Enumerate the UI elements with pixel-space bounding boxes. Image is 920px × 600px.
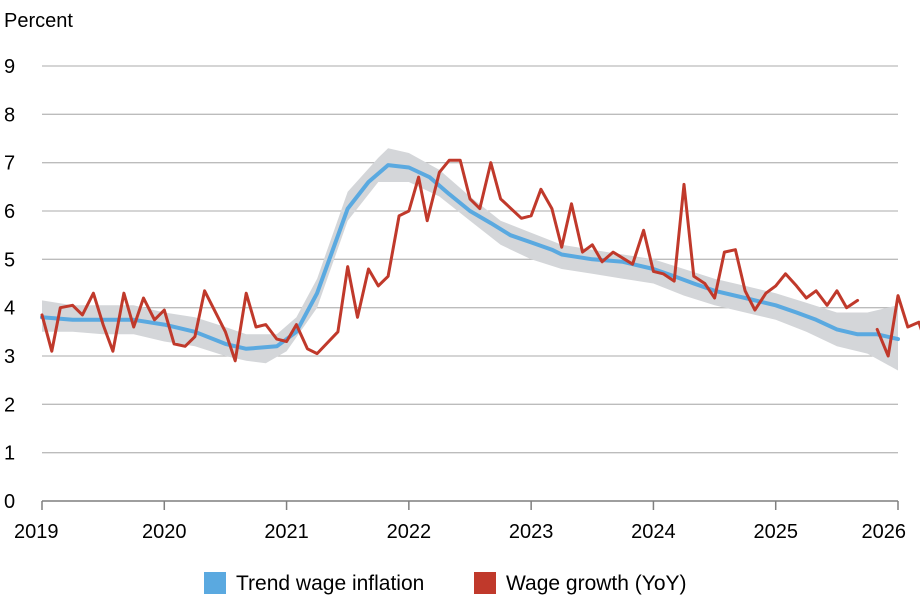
x-tick-label: 2023 [509, 521, 554, 543]
y-tick-label: 3 [4, 346, 15, 368]
gridlines [42, 65, 898, 454]
x-axis: 2019 2020 2021 2022 2023 2024 2025 2026 [14, 500, 907, 543]
wage-growth-line-segment-2 [875, 294, 920, 358]
x-tick-label: 2022 [387, 521, 432, 543]
y-tick-label: 5 [4, 249, 15, 271]
legend-swatch [474, 572, 496, 594]
y-tick-label: 4 [4, 298, 15, 320]
trend-wage-inflation-line [40, 163, 900, 351]
x-tick-label: 2020 [142, 521, 187, 543]
y-tick-label: 1 [4, 443, 15, 465]
legend-label: Trend wage inflation [236, 572, 424, 595]
legend-swatch [204, 572, 226, 594]
y-tick-label: 2 [4, 394, 15, 416]
x-tick-label: 2021 [264, 521, 309, 543]
y-tick-label: 7 [4, 153, 15, 175]
y-tick-labels: 0 1 2 3 4 5 6 7 8 9 [4, 56, 15, 513]
x-tick-label: 2025 [753, 521, 798, 543]
legend-label: Wage growth (YoY) [506, 572, 687, 595]
y-axis-label: Percent [4, 10, 73, 32]
x-tick-label: 2026 [862, 521, 907, 543]
legend: Trend wage inflation Wage growth (YoY) [204, 572, 687, 595]
y-tick-label: 9 [4, 56, 15, 78]
y-tick-label: 8 [4, 104, 15, 126]
series-lines [40, 158, 920, 363]
wage-growth-line-segment-1 [40, 158, 860, 363]
x-tick-label: 2024 [631, 521, 676, 543]
y-tick-label: 0 [4, 491, 15, 513]
x-tick-label: 2019 [14, 521, 59, 543]
y-tick-label: 6 [4, 201, 15, 223]
